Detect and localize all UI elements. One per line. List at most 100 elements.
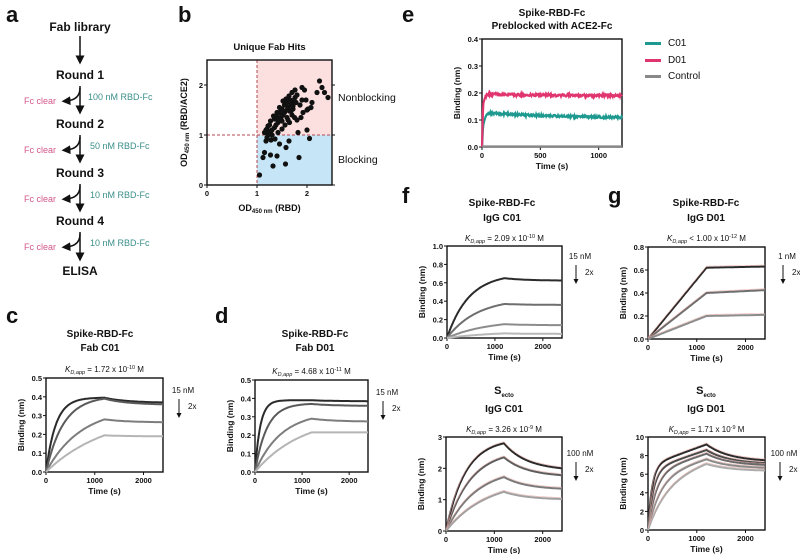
y-tick-label: 0.0 — [468, 143, 478, 152]
x-tick-label: 2000 — [737, 343, 754, 352]
concentration-note: 15 nM — [569, 252, 592, 261]
data-point — [286, 138, 291, 143]
x-tick-label: 1000 — [486, 535, 503, 544]
y-tick-label: 0.3 — [468, 62, 478, 71]
x-tick-label: 0 — [444, 535, 448, 544]
data-point — [287, 97, 292, 102]
x-tick-label: 1000 — [688, 343, 705, 352]
chart-title: Secto — [696, 385, 716, 399]
binding-curve — [255, 419, 368, 472]
legend-label-control: Control — [668, 71, 700, 82]
x-axis-label: Time (s) — [295, 486, 328, 496]
fit-curve — [648, 443, 765, 529]
x-axis-label: Time (s) — [488, 352, 521, 362]
y-tick-label: 0.0 — [634, 335, 644, 344]
x-tick-label: 0 — [253, 476, 257, 485]
y-tick-label: 0.6 — [634, 266, 644, 275]
x-tick-label: 1000 — [688, 534, 705, 543]
x-axis-label: OD450 nm (RBD) — [238, 203, 300, 215]
data-point — [299, 97, 304, 102]
data-point — [294, 117, 299, 122]
data-point — [263, 127, 268, 132]
dilution-step-label: 2x — [792, 268, 800, 277]
x-tick-label: 0 — [205, 189, 209, 198]
x-tick-label: 1000 — [86, 476, 103, 485]
concentration-note: 1 nM — [778, 252, 796, 261]
y-tick-label: 0.3 — [32, 412, 42, 421]
y-tick-label: 0.2 — [468, 89, 478, 98]
chart-title: Secto — [494, 385, 514, 399]
concentration-label-3: 10 nM RBD-Fc — [90, 190, 150, 200]
line-chart-fab-d01: Spike-RBD-FcFab D01KD,app = 4.68 x 10-11… — [205, 325, 405, 525]
x-axis-label: Time (s) — [536, 161, 569, 171]
data-point — [294, 92, 299, 97]
line-chart-preblocked: Spike-RBD-FcPreblocked with ACE2-Fc0 500 1… — [440, 0, 640, 180]
fit-curve — [446, 490, 562, 529]
chart-title: Spike-RBD-Fc — [519, 8, 586, 19]
y-tick-label: 0.2 — [32, 430, 42, 439]
fc-clear-label-4: Fc clear — [24, 242, 56, 252]
chart-title: Unique Fab Hits — [233, 42, 305, 53]
y-tick-label: 0.2 — [433, 316, 443, 325]
panel-label-d: d — [215, 305, 228, 327]
y-tick-label: 3 — [438, 433, 442, 442]
dilution-step-label: 2x — [789, 465, 797, 474]
data-point — [272, 136, 277, 141]
dilution-step-label: 2x — [585, 268, 593, 277]
concentration-note: 100 nM — [567, 449, 594, 458]
legend-label-d01: D01 — [668, 55, 686, 66]
y-tick-label: 1.0 — [433, 242, 443, 251]
fit-curve — [446, 442, 562, 530]
chart-title: Spike-RBD-Fc — [673, 198, 740, 209]
data-point — [262, 150, 267, 155]
y-tick-label: 2 — [199, 81, 203, 90]
y-tick-label: 0.6 — [433, 279, 443, 288]
y-tick-label: 0.4 — [468, 35, 479, 44]
y-tick-label: 0.4 — [634, 289, 645, 298]
data-point — [285, 117, 290, 122]
y-axis-label: Binding (nm) — [452, 67, 462, 120]
y-tick-label: 0.0 — [241, 468, 251, 477]
panel-label-b: b — [178, 4, 191, 26]
concentration-label-4: 10 nM RBD-Fc — [90, 238, 150, 248]
binding-curve — [648, 267, 765, 340]
data-point — [319, 85, 324, 90]
y-tick-label: 0.3 — [241, 413, 251, 422]
y-tick-label: 0.2 — [634, 312, 644, 321]
y-tick-label: 1 — [438, 496, 442, 505]
data-point — [277, 141, 282, 146]
chart-title: Spike-RBD-Fc — [67, 329, 134, 340]
data-point — [307, 136, 312, 141]
fc-clear-label-3: Fc clear — [24, 194, 56, 204]
dilution-step-label: 2x — [585, 465, 593, 474]
x-tick-label: 1000 — [590, 151, 607, 160]
chart-subtitle: IgG C01 — [483, 213, 521, 224]
y-tick-label: 0.1 — [32, 449, 42, 458]
chart-subtitle: IgG D01 — [687, 213, 725, 224]
y-tick-label: 8 — [640, 452, 644, 461]
data-point — [282, 122, 287, 127]
binding-curve — [46, 419, 163, 472]
kd-label: KD,app = 1.72 x 10-10 M — [65, 365, 144, 376]
data-point — [283, 145, 288, 150]
data-point — [268, 152, 273, 157]
kd-label: KD,app < 1.00 x 10-12 M — [667, 234, 746, 245]
data-point — [297, 102, 302, 107]
y-tick-label: 0.8 — [634, 243, 644, 252]
legend-label-c01: C01 — [668, 38, 686, 49]
binding-curve — [447, 278, 562, 338]
chart-subtitle: Preblocked with ACE2-Fc — [492, 21, 613, 32]
binding-curve — [255, 432, 368, 472]
x-tick-label: 2000 — [135, 476, 152, 485]
fit-curve — [648, 265, 765, 338]
y-tick-label: 0.2 — [241, 431, 251, 440]
data-point — [295, 130, 300, 135]
chart-title: Spike-RBD-Fc — [282, 329, 349, 340]
dilution-arrow-head-icon — [574, 476, 579, 481]
y-tick-label: 0.4 — [32, 393, 43, 402]
y-tick-label: 10 — [636, 433, 644, 442]
line-chart-igg-c01-secto: Secto IgG C01 KD,app = 3.26 x 10-9 M 0 1000 2… — [400, 378, 600, 554]
fc-clear-label-2: Fc clear — [24, 145, 56, 155]
legend-item-control: Control — [645, 71, 700, 82]
flow-arrow-round-4 — [66, 232, 80, 257]
